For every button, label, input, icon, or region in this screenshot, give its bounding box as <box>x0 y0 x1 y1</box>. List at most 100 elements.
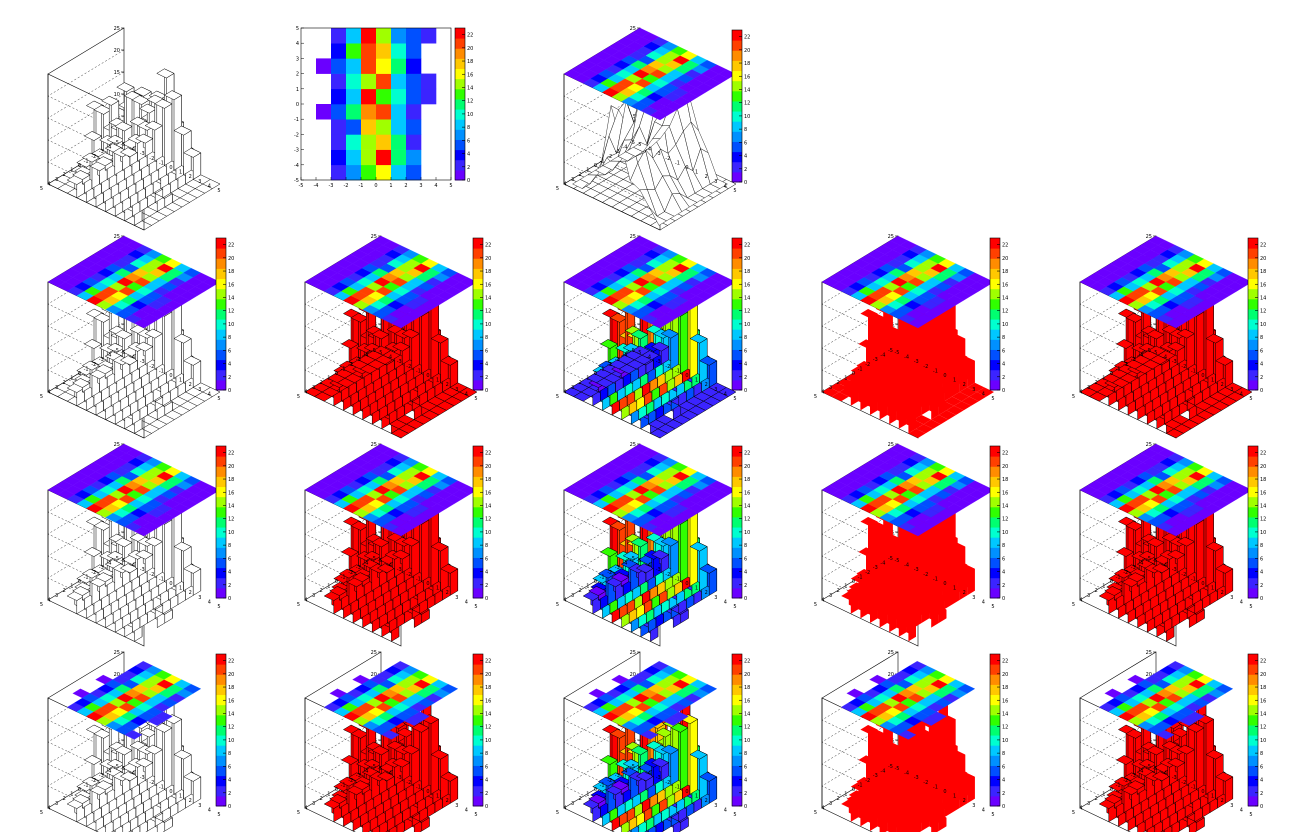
y-tick-label: -1 <box>84 574 89 580</box>
panel-r1-c0: 0510152025-5-5-4-4-3-3-2-2-1-10011223344… <box>40 234 234 439</box>
y-tick-label: 4 <box>296 41 299 47</box>
colz-cell <box>421 28 437 44</box>
x-tick-label: -1 <box>159 784 164 790</box>
colorbar-band <box>216 359 226 371</box>
y-tick-label: -2 <box>607 570 612 576</box>
y-tick-label: 4 <box>304 597 307 603</box>
y-tick-label: 3 <box>1087 385 1090 391</box>
y-tick-label: -3 <box>873 357 878 363</box>
colorbar-band <box>990 268 1000 280</box>
x-tick-label: 2 <box>1221 382 1224 388</box>
y-tick-label: 4 <box>563 389 566 395</box>
colz-cell <box>406 88 422 105</box>
colorbar-tick-label: 10 <box>485 530 491 536</box>
colorbar-tick-label: 4 <box>1002 362 1005 368</box>
lego-bar-side <box>1196 519 1205 583</box>
colorbar-band <box>473 349 483 361</box>
colz-cell <box>331 28 347 44</box>
colz-cell <box>346 58 362 74</box>
y-tick-label: 1 <box>1102 376 1105 382</box>
x-tick-label: 5 <box>449 183 452 189</box>
colz-cell <box>346 43 362 59</box>
lego-bar-top <box>430 333 449 344</box>
colorbar-tick-label: 20 <box>744 48 750 54</box>
x-tick-label: 2 <box>189 798 192 804</box>
x-tick-label: 3 <box>198 387 201 393</box>
colorbar-band <box>732 50 742 61</box>
colorbar-tick-label: 2 <box>228 791 231 797</box>
colorbar-tick-label: 12 <box>228 309 234 315</box>
x-tick-label: -2 <box>149 156 154 162</box>
x-tick-label: -5 <box>637 142 642 148</box>
colorbar-tick-label: 0 <box>744 180 747 186</box>
y-tick-label: 3 <box>312 385 315 391</box>
colorbar-band <box>732 486 742 498</box>
colorbar-band <box>990 466 1000 477</box>
y-tick-label: -3 <box>615 149 620 155</box>
colorbar-tick-label: 22 <box>228 659 234 665</box>
colorbar-band <box>1248 268 1258 280</box>
colorbar-tick-label: 20 <box>228 672 234 678</box>
colorbar-tick-label: 10 <box>1002 322 1008 328</box>
x-tick-label: 0 <box>426 373 429 379</box>
lego-bar-side <box>670 541 679 578</box>
colorbar-tick-label: 20 <box>1002 464 1008 470</box>
colorbar-band <box>216 238 226 249</box>
colorbar-band <box>455 58 465 70</box>
y-tick-label: 3 <box>571 385 574 391</box>
colorbar-band <box>455 28 465 39</box>
colorbar-tick-label: 22 <box>485 243 491 249</box>
x-tick-label: -3 <box>329 183 334 189</box>
x-tick-label: 3 <box>455 595 458 601</box>
x-tick-label: 2 <box>189 174 192 180</box>
colz-cell <box>346 164 362 181</box>
lego-bar-side <box>670 333 679 370</box>
colz-cell <box>376 73 392 90</box>
y-tick-label: -1 <box>84 366 89 372</box>
z-tick-label: 25 <box>114 234 120 240</box>
x-tick-label: -3 <box>140 775 145 781</box>
colorbar-band <box>473 258 483 269</box>
x-tick-label: -3 <box>1172 567 1177 573</box>
y-tick-label: 3 <box>312 593 315 599</box>
lego-bar-top <box>156 68 175 79</box>
lego-bin-floor <box>382 350 401 361</box>
colorbar-tick-label: 20 <box>467 46 473 52</box>
colorbar-tick-label: 6 <box>744 348 747 354</box>
colorbar-band <box>990 537 1000 548</box>
x-tick-label: 5 <box>1249 396 1252 402</box>
colorbar-band <box>732 547 742 558</box>
y-tick-label: -2 <box>348 570 353 576</box>
colorbar-band <box>990 258 1000 269</box>
x-tick-label: -4 <box>646 563 651 569</box>
colorbar-tick-label: 18 <box>744 61 750 67</box>
x-tick-label: 0 <box>169 373 172 379</box>
x-tick-label: -3 <box>914 567 919 573</box>
lego-bar-top <box>630 329 649 340</box>
lego-bar-top <box>392 341 411 352</box>
surface-patch <box>709 179 728 189</box>
lego-bar-side <box>967 568 975 596</box>
x-tick-label: 3 <box>455 387 458 393</box>
colorbar-band <box>732 369 742 381</box>
y-tick-label: -4 <box>106 561 111 567</box>
colorbar-band <box>216 369 226 381</box>
y-tick-label: 2 <box>63 172 66 178</box>
colorbar-band <box>732 476 742 488</box>
lego-bar-top <box>154 98 173 109</box>
colz-cell <box>406 104 422 120</box>
colorbar-tick-label: 22 <box>1260 451 1266 457</box>
colorbar-band <box>216 567 226 579</box>
colorbar-tick-label: 22 <box>485 451 491 457</box>
colorbar-band <box>216 735 226 746</box>
y-tick-label: 3 <box>55 593 58 599</box>
colz-cell <box>346 88 362 105</box>
colz-cell <box>316 58 332 74</box>
y-tick-label: -2 <box>865 570 870 576</box>
x-tick-label: 3 <box>1230 387 1233 393</box>
lego-bar-top <box>371 329 390 340</box>
colorbar-band <box>732 30 742 41</box>
x-tick-label: 0 <box>685 165 688 171</box>
